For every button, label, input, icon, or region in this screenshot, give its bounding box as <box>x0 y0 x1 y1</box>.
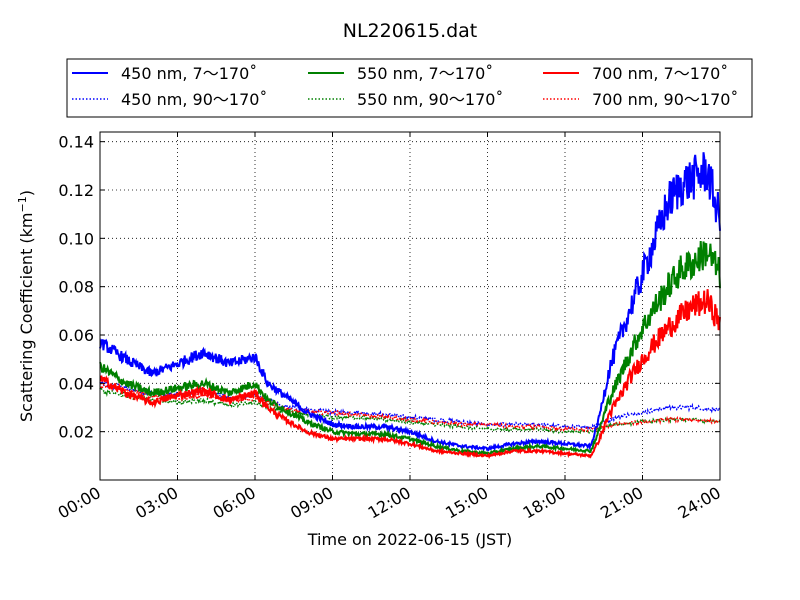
legend-label-0: 450 nm, 7～170˚ <box>121 64 257 83</box>
y-tick-label-2: 0.06 <box>58 326 94 345</box>
legend-label-4: 550 nm, 90～170˚ <box>357 90 503 109</box>
y-axis-label-tail: ) <box>17 190 36 196</box>
chart-title: NL220615.dat <box>343 20 478 42</box>
gridlines <box>100 132 720 480</box>
y-axis-label-sup: −1 <box>16 196 29 212</box>
y-tick-label-0: 0.02 <box>58 423 94 442</box>
x-tick-label-6: 18:00 <box>520 483 569 523</box>
series-line-0 <box>99 152 721 452</box>
y-tick-label-4: 0.10 <box>58 229 94 248</box>
x-tick-label-0: 00:00 <box>55 483 104 523</box>
x-tick-label-5: 15:00 <box>442 483 491 523</box>
x-tick-label-8: 24:00 <box>675 483 724 523</box>
legend-label-3: 450 nm, 90～170˚ <box>121 90 267 109</box>
legend-label-2: 700 nm, 7～170˚ <box>592 64 728 83</box>
x-tick-label-2: 06:00 <box>210 483 259 523</box>
legend-frame <box>66 58 753 118</box>
y-axis-label: Scattering Coefficient (km−1) <box>16 190 36 422</box>
x-axis-label: Time on 2022-06-15 (JST) <box>307 530 512 549</box>
y-tick-label-3: 0.08 <box>58 278 94 297</box>
y-tick-label-1: 0.04 <box>58 374 94 393</box>
series-line-1 <box>99 240 721 457</box>
series-line-2 <box>99 289 721 460</box>
y-tick-label-6: 0.14 <box>58 133 94 152</box>
series-layer <box>99 152 721 460</box>
x-tick-label-3: 09:00 <box>287 483 336 523</box>
series-line-5 <box>99 382 721 434</box>
x-tick-label-7: 21:00 <box>597 483 646 523</box>
legend-label-1: 550 nm, 7～170˚ <box>357 64 493 83</box>
x-tick-label-4: 12:00 <box>365 483 414 523</box>
legend: 450 nm, 7～170˚ 550 nm, 7～170˚ 700 nm, 7～17… <box>66 58 753 118</box>
legend-label-5: 700 nm, 90～170˚ <box>592 90 738 109</box>
x-tick-label-1: 03:00 <box>132 483 181 523</box>
series-line-4 <box>99 387 721 436</box>
y-tick-label-5: 0.12 <box>58 181 94 200</box>
y-axis: 0.02 0.04 0.06 0.08 0.10 0.12 0.14 <box>58 133 720 442</box>
y-axis-label-main: Scattering Coefficient (km <box>17 212 36 422</box>
